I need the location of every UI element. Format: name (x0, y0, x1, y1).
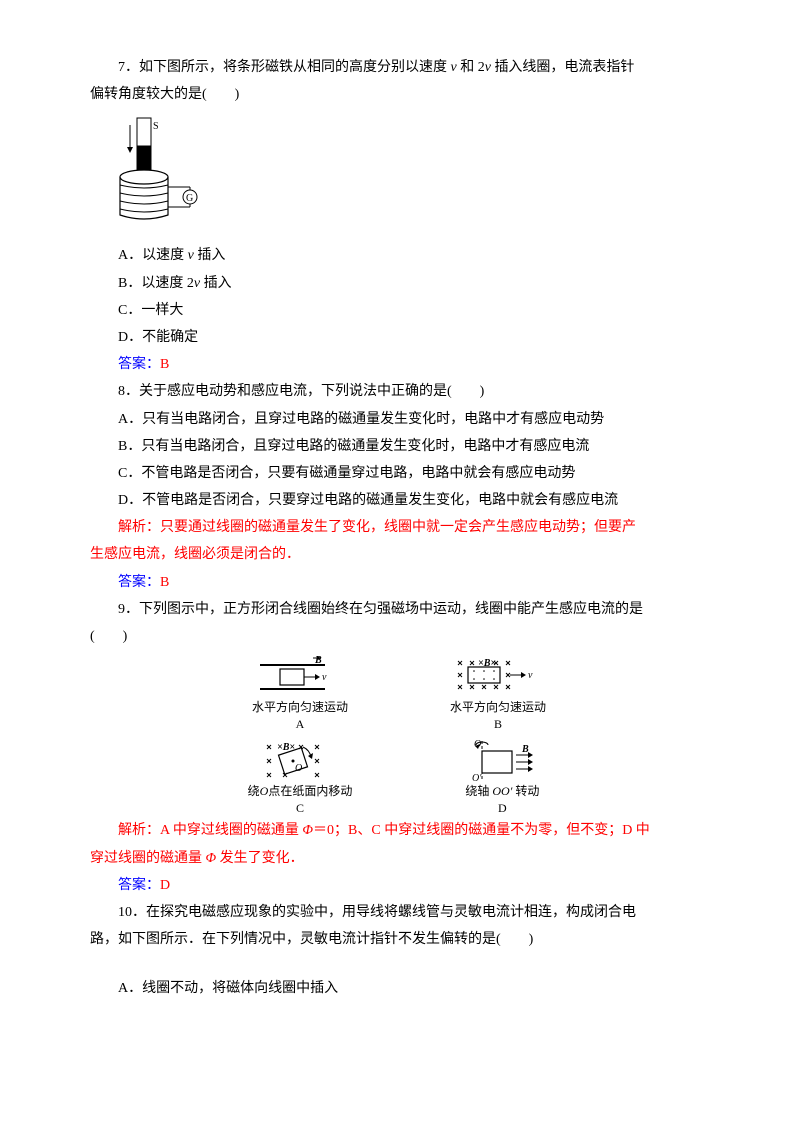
q7-stem-c: 插入线圈，电流表指针 (491, 60, 635, 75)
svg-text:×B×: ×B× (277, 742, 295, 753)
q8-answer: 答案：B (90, 570, 710, 595)
q8-stem: 8．关于感应电动势和感应电流，下列说法中正确的是( ) (90, 379, 710, 404)
svg-text:O′: O′ (472, 773, 482, 783)
q7-opt-a: A．以速度 v 插入 (90, 243, 710, 268)
diagram-a: v B (255, 655, 345, 699)
q7-stem-a: 7．如下图所示，将条形磁铁从相同的高度分别以速度 (118, 60, 451, 75)
label-G: G (186, 193, 193, 204)
q10-stem-line1: 10．在探究电磁感应现象的实验中，用导线将螺线管与灵敏电流计相连，构成闭合电 (90, 900, 710, 925)
q9-fig-a: v B 水平方向匀速运动A (252, 655, 348, 733)
q8-analysis-line1: 解析：只要通过线圈的磁通量发生了变化，线圈中就一定会产生感应电动势；但要产 (90, 515, 710, 540)
q8-opt-a: A．只有当电路闭合，且穿过电路的磁通量发生变化时，电路中才有感应电动势 (90, 407, 710, 432)
q9-figure-row2: ×B× O 绕O点在纸面内移动C O O′ B 绕轴 OO′ 转动 (90, 739, 710, 817)
q7-figure: S N G (90, 115, 710, 235)
q7-magnet-coil-diagram: S N G (90, 115, 210, 235)
diagram-d: O O′ B (452, 739, 552, 783)
answer-value: B (160, 357, 169, 372)
diagram-b: ×B× v (448, 655, 548, 699)
label-S: S (153, 121, 159, 132)
answer-label: 答案： (118, 357, 160, 372)
answer-value: B (160, 575, 169, 590)
q7-stem-line2: 偏转角度较大的是( ) (90, 82, 710, 107)
answer-label: 答案： (118, 575, 160, 590)
answer-label: 答案： (118, 878, 160, 893)
q9-fig-b: ×B× v 水平方向匀速运动B (448, 655, 548, 733)
q8-opt-b: B．只有当电路闭合，且穿过电路的磁通量发生变化时，电路中才有感应电流 (90, 434, 710, 459)
q7-opt-d: D．不能确定 (90, 325, 710, 350)
q9-figure-row1: v B 水平方向匀速运动A ×B× (90, 655, 710, 733)
q7-opt-c: C．一样大 (90, 298, 710, 323)
q8-analysis-line2: 生感应电流，线圈必须是闭合的． (90, 542, 710, 567)
q10-opt-a: A．线圈不动，将磁体向线圈中插入 (90, 976, 710, 1001)
q10-stem-line2: 路，如下图所示．在下列情况中，灵敏电流计指针不发生偏转的是( ) (90, 927, 710, 952)
q7-stem-b: 和 2 (457, 60, 485, 75)
q9-answer: 答案：D (90, 873, 710, 898)
svg-text:v: v (322, 672, 327, 683)
answer-value: D (160, 878, 170, 893)
q7-answer: 答案：B (90, 352, 710, 377)
svg-text:O: O (295, 763, 302, 774)
q9-fig-d: O O′ B 绕轴 OO′ 转动D (452, 739, 552, 817)
q7-opt-b: B．以速度 2v 插入 (90, 271, 710, 296)
svg-text:B: B (521, 744, 529, 755)
q9-analysis-line1: 解析：A 中穿过线圈的磁通量 Φ＝0；B、C 中穿过线圈的磁通量不为零，但不变；… (90, 818, 710, 843)
q8-opt-d: D．不管电路是否闭合，只要穿过电路的磁通量发生变化，电路中就会有感应电流 (90, 488, 710, 513)
q7-stem-line1: 7．如下图所示，将条形磁铁从相同的高度分别以速度 v 和 2v 插入线圈，电流表… (90, 55, 710, 80)
q9-stem-line2: ( ) (90, 624, 710, 649)
q9-analysis-line2: 穿过线圈的磁通量 Φ 发生了变化． (90, 846, 710, 871)
q10-figure-placeholder (90, 954, 710, 976)
diagram-c: ×B× O (255, 739, 345, 783)
q9-stem-line1: 9．下列图示中，正方形闭合线圈始终在匀强磁场中运动，线圈中能产生感应电流的是 (90, 597, 710, 622)
q9-fig-c: ×B× O 绕O点在纸面内移动C (248, 739, 353, 817)
svg-text:v: v (528, 670, 533, 681)
q8-opt-c: C．不管电路是否闭合，只要有磁通量穿过电路，电路中就会有感应电动势 (90, 461, 710, 486)
